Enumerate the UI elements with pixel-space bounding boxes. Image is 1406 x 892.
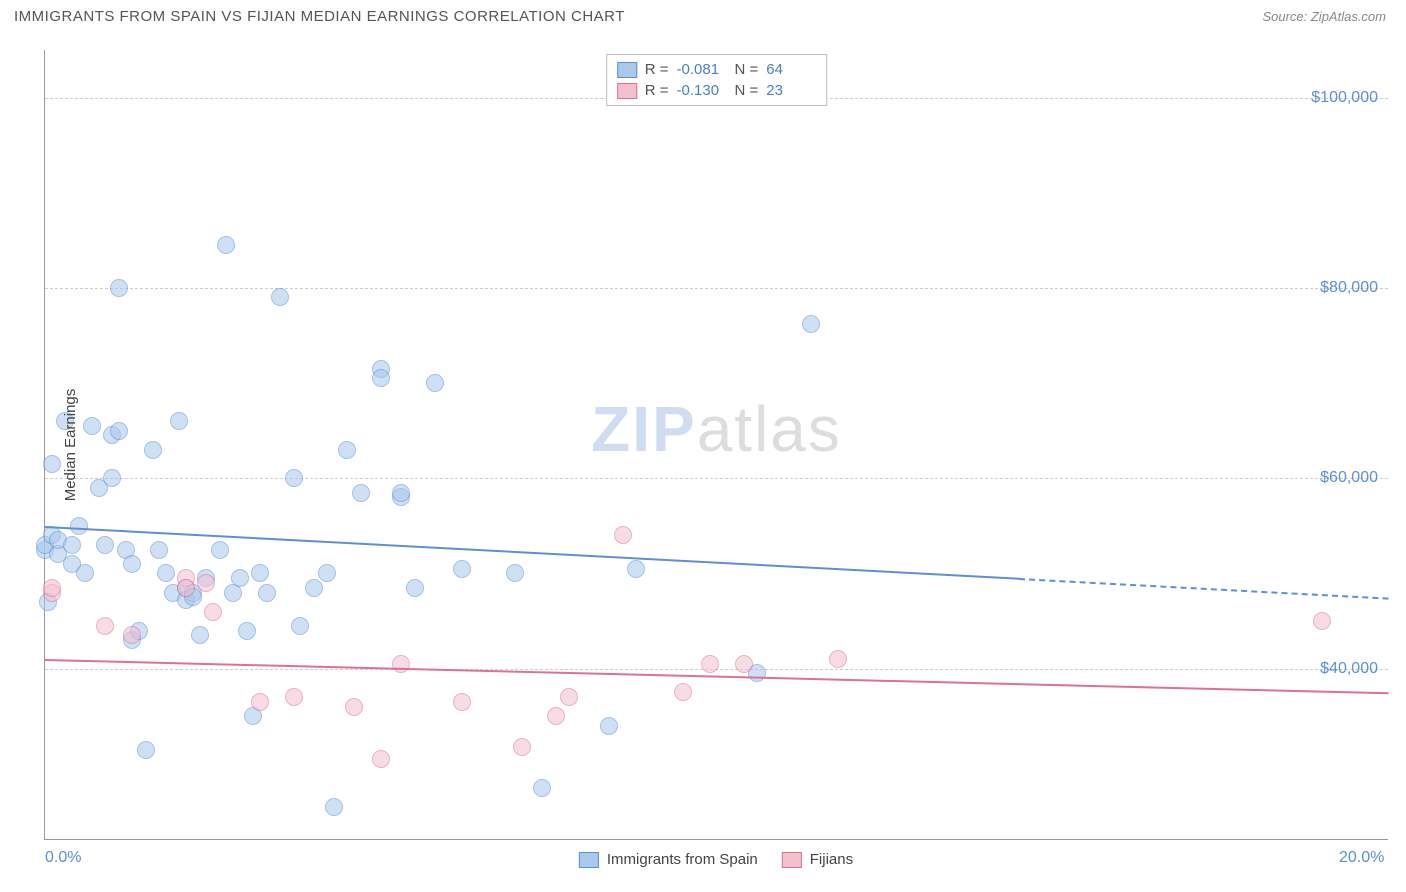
scatter-point — [251, 693, 269, 711]
scatter-point — [211, 541, 229, 559]
scatter-point — [43, 579, 61, 597]
scatter-point — [251, 564, 269, 582]
scatter-point — [285, 688, 303, 706]
scatter-point — [271, 288, 289, 306]
scatter-point — [137, 741, 155, 759]
scatter-point — [392, 484, 410, 502]
page-title: IMMIGRANTS FROM SPAIN VS FIJIAN MEDIAN E… — [14, 8, 625, 25]
stat-label: N = — [735, 61, 759, 78]
correlation-chart: ZIPatlas $40,000$60,000$80,000$100,0000.… — [44, 50, 1388, 840]
scatter-point — [1313, 612, 1331, 630]
y-tick-label: $100,000 — [1311, 89, 1378, 107]
scatter-point — [291, 617, 309, 635]
scatter-point — [150, 541, 168, 559]
scatter-point — [96, 617, 114, 635]
scatter-point — [144, 441, 162, 459]
scatter-point — [453, 560, 471, 578]
scatter-point — [338, 441, 356, 459]
stat-value: 23 — [766, 82, 816, 99]
scatter-point — [829, 650, 847, 668]
grid-line — [45, 478, 1388, 479]
stat-value: -0.130 — [677, 82, 727, 99]
legend-label: Fijians — [810, 851, 853, 868]
legend-swatch — [782, 852, 802, 868]
scatter-point — [600, 717, 618, 735]
scatter-point — [258, 584, 276, 602]
scatter-point — [191, 626, 209, 644]
scatter-point — [802, 315, 820, 333]
scatter-point — [63, 536, 81, 554]
grid-line — [45, 288, 1388, 289]
stats-legend: R = -0.081 N = 64 R = -0.130 N = 23 — [606, 54, 828, 106]
scatter-point — [197, 574, 215, 592]
scatter-point — [204, 603, 222, 621]
scatter-point — [96, 536, 114, 554]
y-tick-label: $60,000 — [1320, 469, 1378, 487]
scatter-point — [238, 622, 256, 640]
scatter-point — [735, 655, 753, 673]
stat-label: R = — [645, 61, 669, 78]
scatter-point — [701, 655, 719, 673]
scatter-point — [157, 564, 175, 582]
source-attribution: Source: ZipAtlas.com — [1262, 9, 1386, 24]
scatter-point — [123, 626, 141, 644]
scatter-point — [513, 738, 531, 756]
scatter-point — [506, 564, 524, 582]
legend-label: Immigrants from Spain — [607, 851, 758, 868]
legend-swatch — [579, 852, 599, 868]
scatter-point — [217, 236, 235, 254]
scatter-point — [372, 750, 390, 768]
watermark: ZIPatlas — [591, 392, 842, 466]
legend-item: Immigrants from Spain — [579, 851, 758, 868]
stat-value: -0.081 — [677, 61, 727, 78]
y-axis-label: Median Earnings — [62, 389, 79, 502]
scatter-point — [70, 517, 88, 535]
stats-row: R = -0.081 N = 64 — [617, 59, 817, 80]
scatter-point — [170, 412, 188, 430]
y-tick-label: $40,000 — [1320, 660, 1378, 678]
scatter-point — [110, 422, 128, 440]
scatter-point — [103, 469, 121, 487]
y-tick-label: $80,000 — [1320, 279, 1378, 297]
trend-line — [1019, 578, 1389, 600]
plot-area: ZIPatlas $40,000$60,000$80,000$100,0000.… — [44, 50, 1388, 840]
scatter-point — [627, 560, 645, 578]
scatter-point — [426, 374, 444, 392]
scatter-point — [560, 688, 578, 706]
scatter-point — [231, 569, 249, 587]
scatter-point — [406, 579, 424, 597]
scatter-point — [177, 579, 195, 597]
scatter-point — [76, 564, 94, 582]
scatter-point — [325, 798, 343, 816]
scatter-point — [372, 369, 390, 387]
scatter-point — [43, 455, 61, 473]
series-legend: Immigrants from Spain Fijians — [579, 851, 853, 868]
scatter-point — [345, 698, 363, 716]
scatter-point — [392, 655, 410, 673]
stat-label: N = — [735, 82, 759, 99]
scatter-point — [285, 469, 303, 487]
stat-label: R = — [645, 82, 669, 99]
stat-value: 64 — [766, 61, 816, 78]
scatter-point — [352, 484, 370, 502]
scatter-point — [83, 417, 101, 435]
scatter-point — [453, 693, 471, 711]
stats-row: R = -0.130 N = 23 — [617, 80, 817, 101]
scatter-point — [110, 279, 128, 297]
scatter-point — [305, 579, 323, 597]
legend-swatch — [617, 83, 637, 99]
x-tick-label: 20.0% — [1339, 849, 1384, 867]
scatter-point — [547, 707, 565, 725]
legend-item: Fijians — [782, 851, 853, 868]
scatter-point — [614, 526, 632, 544]
scatter-point — [318, 564, 336, 582]
scatter-point — [533, 779, 551, 797]
legend-swatch — [617, 62, 637, 78]
scatter-point — [674, 683, 692, 701]
x-tick-label: 0.0% — [45, 849, 81, 867]
scatter-point — [123, 555, 141, 573]
